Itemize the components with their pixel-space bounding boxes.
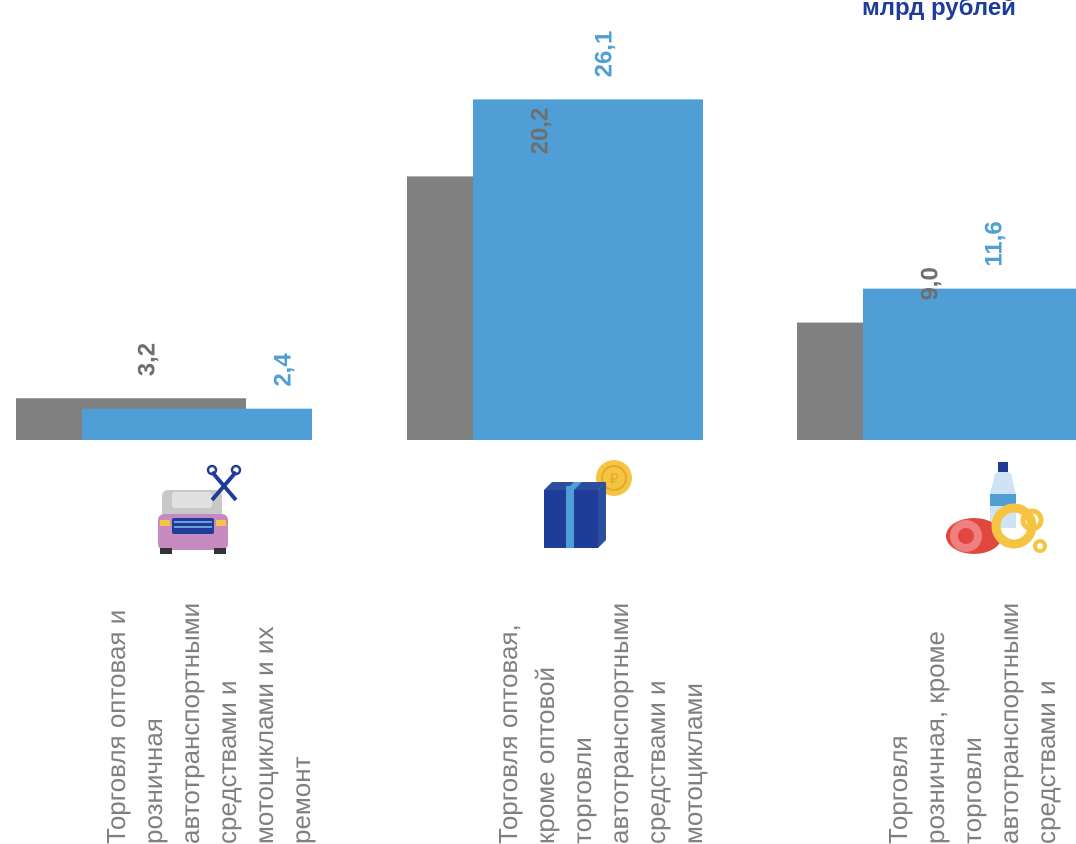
category-label-line: торговли [957, 737, 987, 844]
category-label-line: мотоциклами [678, 683, 708, 844]
groceries-icon [946, 462, 1047, 554]
category-label-line: автотранспортными [994, 602, 1024, 844]
category-label-line: Торговля оптовая и [101, 609, 131, 844]
category-label-line: мотоциклами [1068, 683, 1076, 844]
value-label-series1-cat3: 9,0 [916, 267, 943, 300]
car-repair-icon [158, 464, 242, 554]
value-label-series1-cat2: 20,2 [526, 108, 553, 155]
value-label-series1-cat1: 3,2 [133, 343, 160, 376]
value-label-series2-cat2: 26,1 [590, 31, 617, 78]
category-label-3: Торговля розничная, кроме торговли автот… [880, 554, 1076, 844]
category-label-line: ремонт [286, 756, 316, 844]
value-label-series2-cat1: 2,4 [269, 353, 296, 387]
category-label-line: мотоциклами и их [249, 626, 279, 844]
category-label-line: торговли [567, 737, 597, 844]
category-label-2: Торговля оптовая, кроме оптовой торговли… [490, 554, 712, 844]
svg-text:₽: ₽ [609, 471, 619, 488]
category-label-line: розничная [138, 718, 168, 844]
category-label-line: автотранспортными [604, 602, 634, 844]
unit-title: млрд рублей [862, 0, 1016, 21]
value-label-series2-cat3: 11,6 [980, 221, 1007, 266]
category-label-line: кроме оптовой [530, 667, 560, 844]
category-label-line: автотранспортными [175, 602, 205, 844]
bar-series2-cat3 [863, 288, 1076, 440]
category-label-line: средствами и [641, 680, 671, 844]
bar-series2-cat1 [82, 408, 312, 440]
category-label-line: средствами и [212, 680, 242, 844]
category-label-1: Торговля оптовая и розничная автотранспо… [98, 554, 320, 844]
category-label-line: Торговля оптовая, [493, 624, 523, 844]
bar-series2-cat2 [473, 99, 703, 441]
category-label-line: средствами и [1031, 680, 1061, 844]
category-label-line: Торговля [883, 735, 913, 844]
gift-coin-icon: ₽ [544, 460, 632, 548]
category-label-line: розничная, кроме [920, 631, 950, 844]
